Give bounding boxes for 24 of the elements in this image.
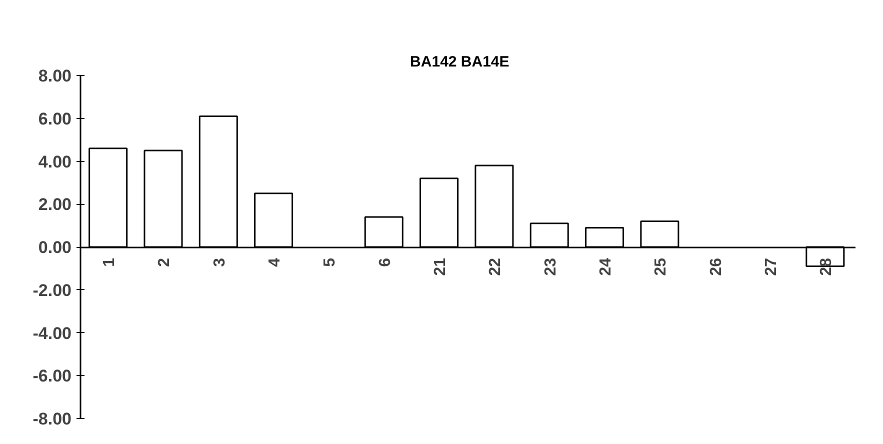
x-tick-label: 25 [652, 258, 670, 276]
y-tick-label: -4.00 [32, 324, 72, 343]
chart-title: BA142 BA14E [410, 54, 510, 70]
y-tick-label: -6.00 [32, 366, 72, 386]
x-tick-label: 2 [156, 258, 174, 267]
x-tick-label: 4 [266, 258, 284, 267]
x-tick-label: 22 [487, 258, 504, 276]
x-tick-label: 6 [376, 258, 394, 267]
y-tick-label: 0.00 [38, 238, 72, 257]
y-tick-label: 6.00 [38, 109, 72, 128]
y-tick-label: 4.00 [38, 152, 72, 172]
x-tick-label: 5 [322, 258, 339, 267]
x-tick-label: 1 [101, 258, 118, 267]
x-tick-label: 28 [818, 258, 836, 276]
x-tick-label: 26 [708, 258, 725, 276]
x-tick-label: 3 [211, 258, 228, 267]
y-tick-label: -8.00 [32, 410, 72, 428]
y-tick-label: 8.00 [38, 66, 72, 86]
x-tick-label: 27 [763, 258, 780, 276]
x-tick-label: 24 [598, 258, 615, 276]
y-tick-label: -2.00 [32, 280, 72, 300]
x-tick-label: 21 [432, 258, 450, 276]
x-tick-label: 23 [542, 258, 560, 276]
y-tick-label: 2.00 [38, 195, 72, 214]
